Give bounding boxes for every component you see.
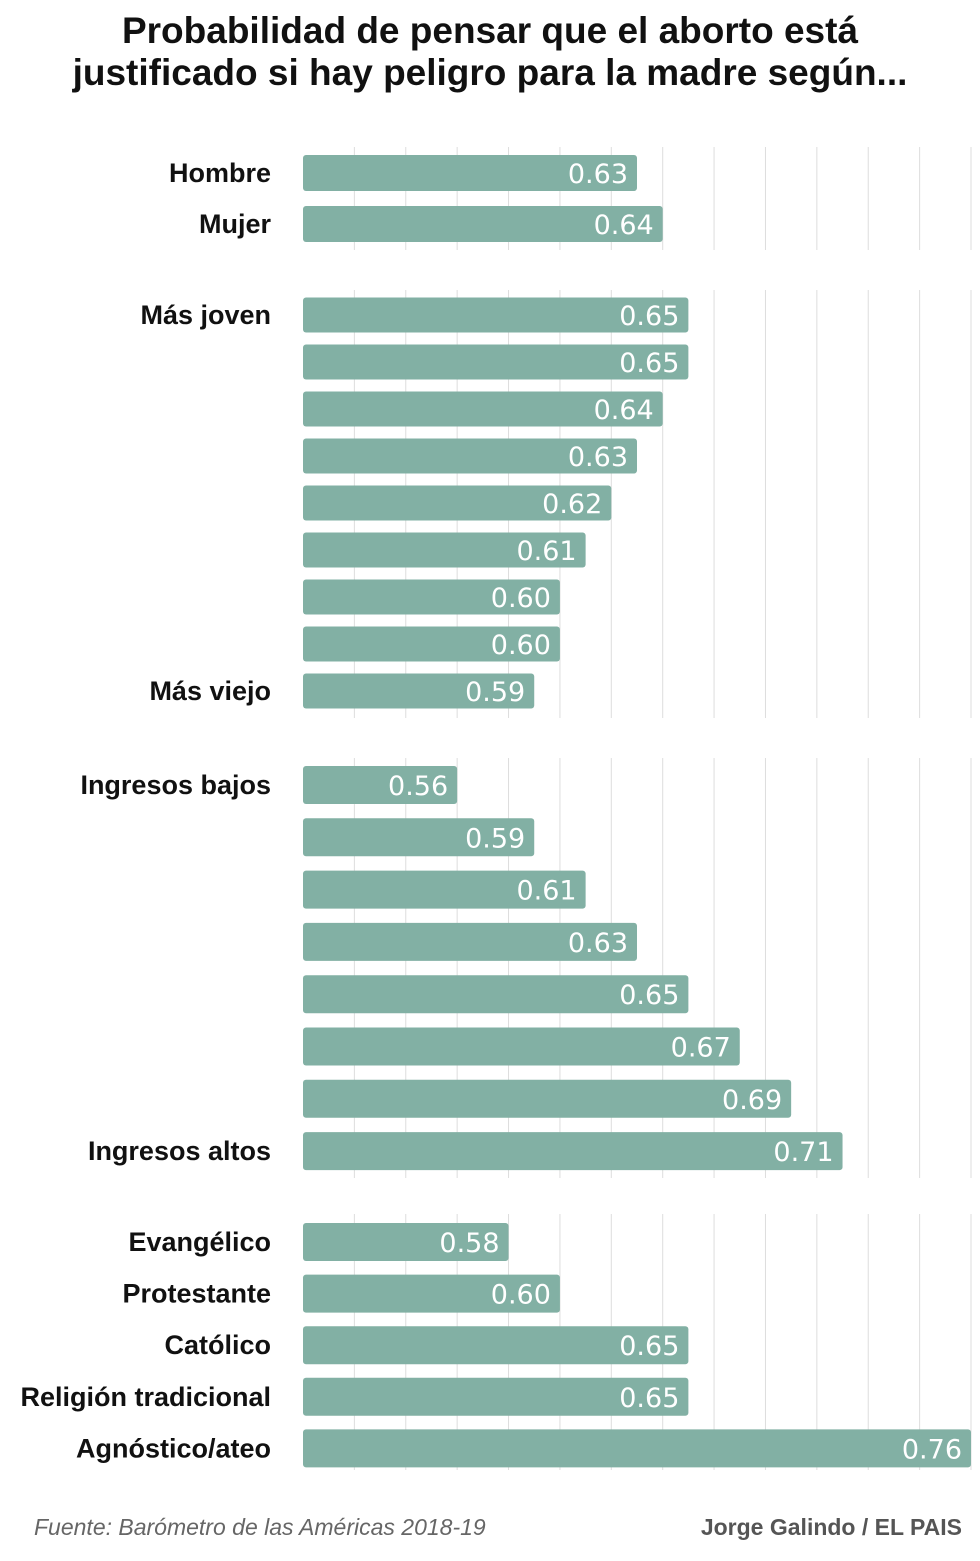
bar-value-label: 0.76 [902, 1434, 962, 1465]
bar-value-label: 0.65 [619, 1331, 679, 1362]
bar-value-label: 0.63 [568, 159, 628, 190]
chart-title: Probabilidad de pensar que el aborto est… [0, 10, 980, 94]
bar-value-label: 0.56 [388, 771, 448, 802]
bar-value-label: 0.65 [619, 348, 679, 379]
bar-value-label: 0.63 [568, 928, 628, 959]
bar-value-label: 0.59 [465, 677, 525, 708]
bar [303, 297, 689, 333]
bar [303, 206, 663, 242]
bar [303, 766, 458, 804]
bar [303, 391, 663, 427]
bar [303, 438, 637, 474]
bar [303, 1326, 689, 1365]
bar-value-label: 0.71 [773, 1137, 833, 1168]
bar-value-label: 0.60 [491, 630, 551, 661]
bar [303, 1223, 509, 1261]
bar-value-label: 0.65 [619, 1383, 679, 1414]
bar [303, 155, 637, 191]
category-label: Ingresos bajos [80, 770, 271, 800]
bar-value-label: 0.64 [594, 395, 654, 426]
bar [303, 626, 560, 662]
bar [303, 1429, 971, 1468]
bar-value-label: 0.62 [542, 489, 602, 520]
bar [303, 532, 586, 568]
bar [303, 673, 535, 709]
category-label: Más joven [140, 300, 271, 330]
bar-value-label: 0.65 [619, 301, 679, 332]
bar [303, 1377, 689, 1416]
bar [303, 579, 560, 615]
bar [303, 975, 689, 1014]
category-label: Ingresos altos [88, 1136, 271, 1166]
bar [303, 1132, 843, 1171]
category-label: Evangélico [128, 1227, 271, 1257]
author-credit: Jorge Galindo / EL PAIS [700, 1514, 962, 1540]
bar-value-label: 0.63 [568, 442, 628, 473]
category-label: Mujer [199, 209, 272, 239]
bar-value-label: 0.67 [671, 1033, 731, 1064]
bar [303, 1274, 560, 1313]
bar-value-label: 0.60 [491, 1280, 551, 1311]
category-label: Católico [164, 1330, 271, 1360]
bar [303, 344, 689, 380]
bar [303, 870, 586, 909]
bar [303, 1079, 792, 1118]
bar-value-label: 0.65 [619, 980, 679, 1011]
category-label: Protestante [122, 1279, 271, 1309]
chart-title-line-1: Probabilidad de pensar que el aborto est… [121, 10, 859, 51]
bar-value-label: 0.64 [594, 210, 654, 241]
category-label: Agnóstico/ateo [76, 1433, 271, 1463]
bar-value-label: 0.59 [465, 823, 525, 854]
bar-value-label: 0.58 [439, 1228, 499, 1259]
bar-value-label: 0.61 [516, 536, 576, 567]
bar [303, 922, 637, 961]
bar [303, 1027, 740, 1066]
bar-value-label: 0.61 [516, 876, 576, 907]
category-label: Religión tradicional [20, 1382, 271, 1412]
chart-title-line-2: justificado si hay peligro para la madre… [72, 52, 908, 93]
category-label: Más viejo [149, 676, 271, 706]
bar-chart: 0.63 Hombre 0.64 Mujer 0.65 Más joven 0.65 0.64… [20, 147, 972, 1470]
source-note: Fuente: Barómetro de las Américas 2018-1… [34, 1514, 486, 1540]
category-label: Hombre [169, 158, 271, 188]
bar-value-label: 0.60 [491, 583, 551, 614]
bar [303, 818, 535, 857]
bar [303, 485, 612, 521]
bar-value-label: 0.69 [722, 1085, 782, 1116]
